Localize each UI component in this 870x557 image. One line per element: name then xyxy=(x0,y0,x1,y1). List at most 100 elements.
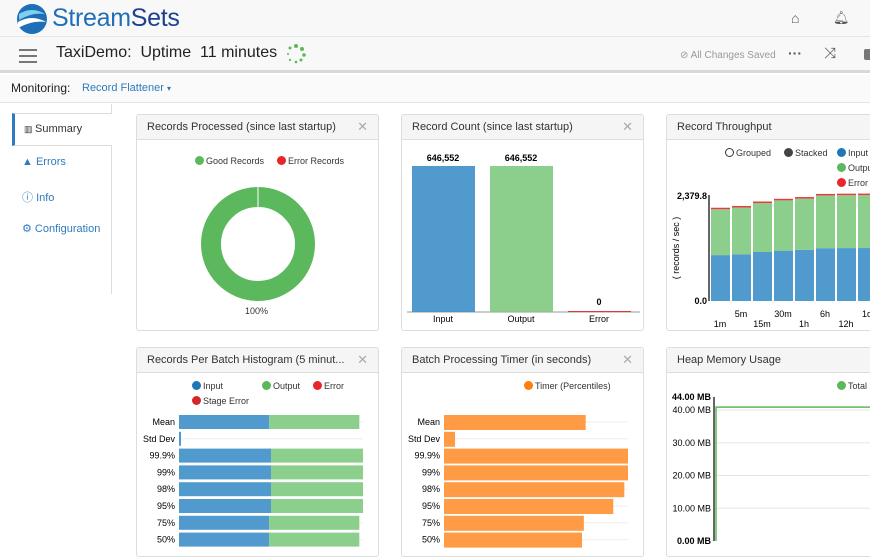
bar-99%[interactable] xyxy=(444,465,628,481)
bar-output-5m[interactable] xyxy=(732,207,751,255)
bar-error-15m[interactable] xyxy=(753,201,772,204)
top-navbar: StreamSets ⌂ 🔔︎ xyxy=(0,0,870,37)
x-tick-label: 6h xyxy=(820,309,830,319)
bar-input-98%[interactable] xyxy=(179,482,271,497)
bar-Mean[interactable] xyxy=(444,415,586,430)
stage-selector[interactable]: Record Flattener ▾ xyxy=(82,82,172,94)
bar-error-12h[interactable] xyxy=(837,193,856,196)
mode-stacked-radio[interactable]: Stacked xyxy=(784,148,828,158)
x-tick-label: Output xyxy=(507,314,535,324)
legend-error[interactable]: Error xyxy=(837,178,868,188)
y-tick-label: 10.00 MB xyxy=(672,503,711,513)
legend-output[interactable]: Output xyxy=(837,163,870,173)
bar-input-95%[interactable] xyxy=(179,499,271,513)
close-icon[interactable]: ✕ xyxy=(357,119,368,134)
y-tick-label: 75% xyxy=(157,518,175,528)
y-tick-label: 99.9% xyxy=(149,451,175,461)
close-icon[interactable]: ✕ xyxy=(622,352,633,367)
bar-98%[interactable] xyxy=(444,482,625,498)
ellipsis-icon[interactable]: ··· xyxy=(788,45,802,61)
brand-name: StreamSets xyxy=(52,4,180,32)
hamburger-icon[interactable] xyxy=(19,49,37,63)
legend-input[interactable]: Input xyxy=(192,381,223,391)
bar-Std Dev[interactable] xyxy=(444,431,456,447)
bar-output-15m[interactable] xyxy=(753,203,772,253)
bar-output-50%[interactable] xyxy=(269,532,360,547)
legend-error[interactable]: Error xyxy=(313,381,344,391)
bar-error-1d[interactable] xyxy=(858,193,870,196)
bar-input-1m[interactable] xyxy=(711,255,730,301)
bar-error-6h[interactable] xyxy=(816,193,835,196)
close-icon[interactable]: ✕ xyxy=(357,352,368,367)
bar-input-75%[interactable] xyxy=(179,515,270,530)
check-circle-icon: ⊘ xyxy=(680,50,691,61)
caret-down-icon: ▾ xyxy=(167,84,172,93)
bell-icon[interactable]: 🔔︎ xyxy=(833,10,850,25)
bar-50%[interactable] xyxy=(444,532,582,548)
panel-title: Records Per Batch Histogram (5 minut... xyxy=(147,354,345,366)
y-tick-label: 40.00 MB xyxy=(672,405,711,415)
bar-error-1m[interactable] xyxy=(711,207,730,210)
bar-error-1h[interactable] xyxy=(795,197,814,199)
legend-output[interactable]: Output xyxy=(262,381,300,391)
bar-input-5m[interactable] xyxy=(732,254,751,301)
bar-output-30m[interactable] xyxy=(774,200,793,251)
info-icon: ⓘ xyxy=(22,192,37,204)
bar-input-99.9%[interactable] xyxy=(179,448,271,463)
mode-grouped-radio[interactable]: Grouped xyxy=(725,148,771,158)
tab-summary[interactable]: ▥ Summary xyxy=(12,113,112,146)
bar-75%[interactable] xyxy=(444,515,584,531)
y-tick-label: 95% xyxy=(422,501,440,511)
x-tick-label: Input xyxy=(433,314,454,324)
bar-input-Std Dev[interactable] xyxy=(179,431,181,446)
y-tick-label: Mean xyxy=(152,417,175,427)
bar-output-6h[interactable] xyxy=(816,195,835,249)
legend-error-records[interactable]: Error Records xyxy=(277,156,344,166)
legend-total[interactable]: Total xyxy=(837,381,867,391)
bar-input-30m[interactable] xyxy=(774,250,793,301)
bar-input-1h[interactable] xyxy=(795,249,814,301)
panel-record-throughput: Record Throughput Grouped Stacked Input … xyxy=(666,114,870,331)
bar-input[interactable] xyxy=(412,166,475,312)
bar-output-12h[interactable] xyxy=(837,195,856,249)
bar-error-30m[interactable] xyxy=(774,198,793,201)
legend-timer[interactable]: Timer (Percentiles) xyxy=(524,381,611,391)
bar-output-99.9%[interactable] xyxy=(271,448,363,463)
bar-input-12h[interactable] xyxy=(837,248,856,301)
tab-configuration[interactable]: ⚙ Configuration xyxy=(22,223,101,235)
bar-95%[interactable] xyxy=(444,499,614,514)
bar-99.9%[interactable] xyxy=(444,448,628,464)
tab-errors[interactable]: ▲ Errors xyxy=(22,156,66,168)
legend-good-records[interactable]: Good Records xyxy=(195,156,264,166)
donut-slice-good[interactable] xyxy=(201,187,315,301)
bar-output-1m[interactable] xyxy=(711,209,730,256)
bar-input-99%[interactable] xyxy=(179,465,271,480)
bar-input-15m[interactable] xyxy=(753,252,772,301)
bar-output-75%[interactable] xyxy=(269,515,360,530)
bar-output-95%[interactable] xyxy=(271,499,363,513)
donut-percent-label: 100% xyxy=(245,306,269,316)
bar-output[interactable] xyxy=(490,166,553,312)
bar-input-6h[interactable] xyxy=(816,248,835,301)
bar-input-1d[interactable] xyxy=(858,248,870,301)
y-tick-label: Mean xyxy=(417,417,440,427)
shuffle-icon[interactable]: ⤨ xyxy=(824,45,837,62)
bar-output-99%[interactable] xyxy=(271,465,363,480)
y-tick-label: 98% xyxy=(157,484,175,494)
close-icon[interactable]: ✕ xyxy=(622,119,633,134)
legend-input[interactable]: Input xyxy=(837,148,868,158)
bar-error-5m[interactable] xyxy=(732,205,751,208)
home-icon[interactable]: ⌂ xyxy=(791,10,800,26)
bar-output-98%[interactable] xyxy=(271,482,363,497)
bar-value-label: 646,552 xyxy=(505,153,538,163)
legend-stage-error[interactable]: Stage Error xyxy=(192,396,249,406)
bar-output-1h[interactable] xyxy=(795,198,814,250)
bar-input-Mean[interactable] xyxy=(179,415,270,429)
tab-info[interactable]: ⓘ Info xyxy=(22,192,55,204)
bar-error[interactable] xyxy=(568,311,631,312)
panel-batch-timer: Batch Processing Timer (in seconds) ✕ Tim… xyxy=(401,347,644,557)
bar-input-50%[interactable] xyxy=(179,532,270,547)
share-icon[interactable] xyxy=(864,49,870,60)
bar-output-Mean[interactable] xyxy=(269,415,360,429)
bar-output-1d[interactable] xyxy=(858,195,870,249)
